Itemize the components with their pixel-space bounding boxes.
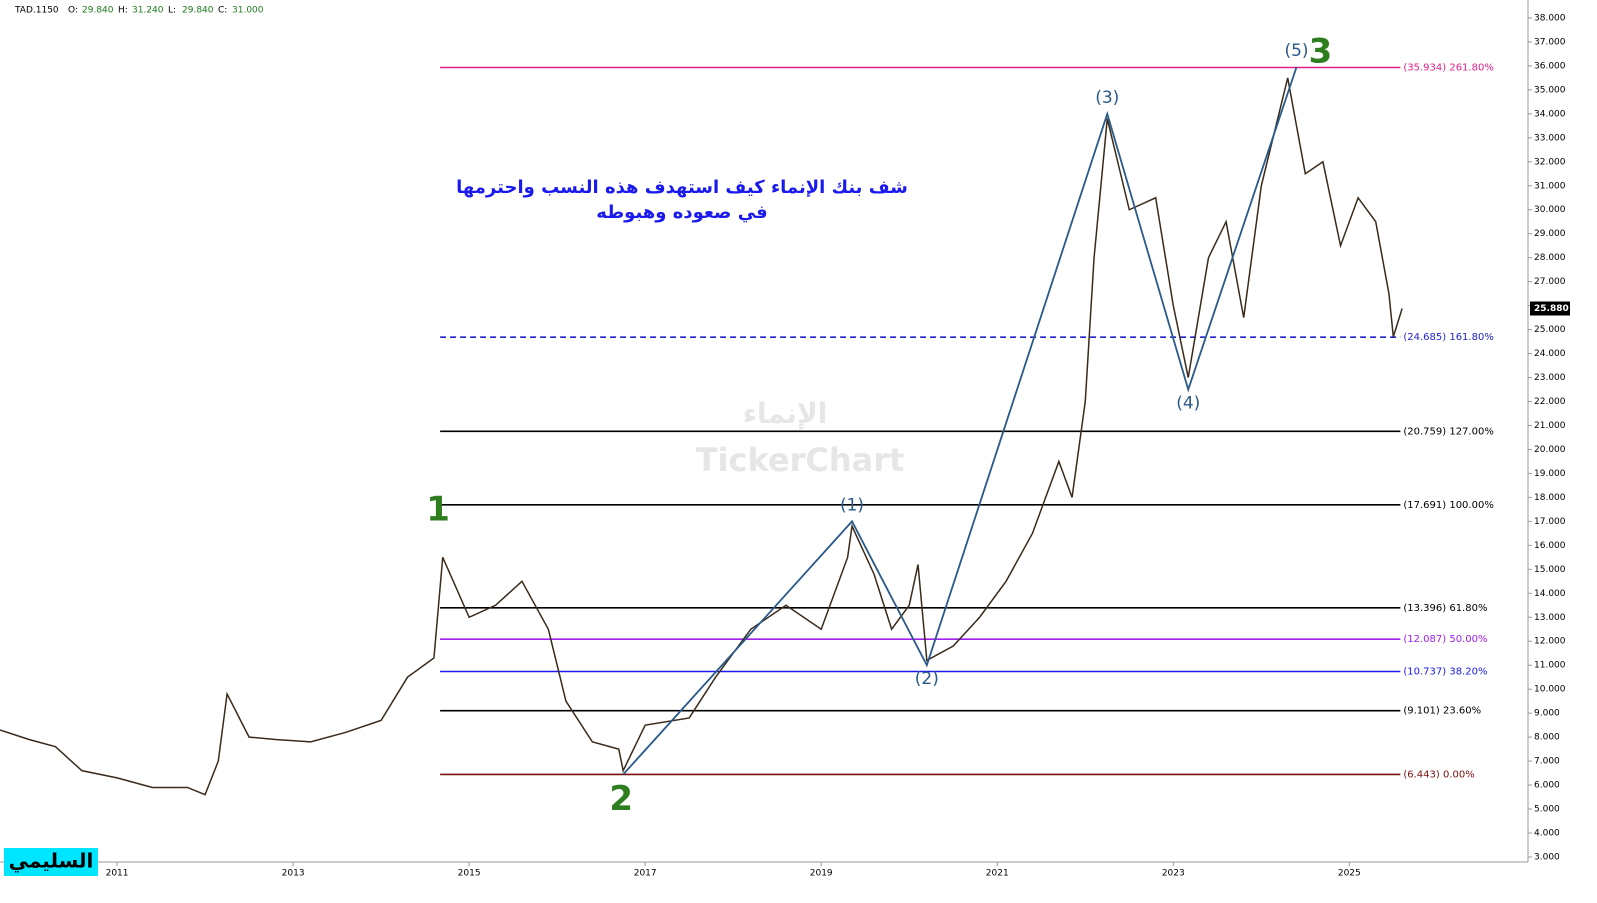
- y-tick-label: 10.000: [1534, 685, 1566, 695]
- y-tick-label: 8.000: [1534, 733, 1560, 743]
- y-tick-label: 28.000: [1534, 253, 1566, 263]
- wave-label: (3): [1095, 88, 1119, 108]
- fib-label: (6.443) 0.00%: [1403, 769, 1474, 780]
- x-tick-label: 2011: [106, 869, 129, 879]
- y-tick-label: 19.000: [1534, 469, 1566, 479]
- wave-label: (4): [1176, 394, 1200, 414]
- degree-label: 1: [426, 489, 450, 529]
- fib-label: (24.685) 161.80%: [1403, 332, 1493, 343]
- y-tick-label: 17.000: [1534, 517, 1566, 527]
- y-tick-label: 29.000: [1534, 229, 1566, 239]
- symbol: TAD.1150: [14, 6, 59, 16]
- y-tick-label: 27.000: [1534, 277, 1566, 287]
- header-field-name: O:: [68, 6, 78, 16]
- header-field-value: 29.840: [82, 6, 114, 16]
- degree-label: 3: [1309, 32, 1333, 72]
- y-tick-label: 12.000: [1534, 637, 1566, 647]
- y-tick-label: 34.000: [1534, 109, 1566, 119]
- y-tick-label: 6.000: [1534, 781, 1560, 791]
- wave-label: (1): [840, 495, 864, 515]
- header-field-name: C:: [218, 6, 227, 16]
- y-tick-label: 35.000: [1534, 85, 1566, 95]
- x-tick-label: 2025: [1338, 869, 1361, 879]
- y-tick-label: 31.000: [1534, 181, 1566, 191]
- x-tick-label: 2013: [282, 869, 305, 879]
- annotation: في صعوده وهبوطه: [596, 202, 767, 223]
- y-tick-label: 5.000: [1534, 805, 1560, 815]
- fib-label: (10.737) 38.20%: [1403, 667, 1487, 678]
- y-tick-label: 22.000: [1534, 397, 1566, 407]
- watermark: TickerChart: [696, 441, 905, 479]
- header-field-name: L:: [168, 6, 176, 16]
- y-tick-label: 25.000: [1534, 325, 1566, 335]
- fib-label: (35.934) 261.80%: [1403, 63, 1493, 74]
- price-tag-label: 25.880: [1534, 304, 1569, 314]
- author-box: [4, 848, 98, 876]
- y-tick-label: 4.000: [1534, 828, 1560, 838]
- y-tick-label: 16.000: [1534, 541, 1566, 551]
- annotation: شف بنك الإنماء كيف استهدف هذه النسب واحت…: [456, 177, 908, 198]
- y-tick-label: 13.000: [1534, 613, 1566, 623]
- header-field-value: 31.240: [132, 6, 164, 16]
- y-tick-label: 38.000: [1534, 13, 1566, 23]
- y-tick-label: 15.000: [1534, 565, 1566, 575]
- watermark: الإنماء: [743, 397, 828, 430]
- fib-label: (17.691) 100.00%: [1403, 500, 1493, 511]
- y-tick-label: 7.000: [1534, 757, 1560, 767]
- y-tick-label: 20.000: [1534, 445, 1566, 455]
- y-tick-label: 21.000: [1534, 421, 1566, 431]
- author: السليمي: [9, 849, 94, 874]
- x-tick-label: 2023: [1162, 869, 1185, 879]
- header-field-name: H:: [118, 6, 128, 16]
- y-tick-label: 30.000: [1534, 205, 1566, 215]
- y-tick-label: 33.000: [1534, 133, 1566, 143]
- y-tick-label: 9.000: [1534, 709, 1560, 719]
- y-tick-label: 11.000: [1534, 661, 1566, 671]
- y-tick-label: 32.000: [1534, 157, 1566, 167]
- wave-label: (5): [1284, 41, 1308, 61]
- wave-label: (2): [915, 669, 939, 689]
- x-tick-label: 2017: [634, 869, 657, 879]
- wave-line: [622, 66, 1298, 776]
- y-tick-label: 36.000: [1534, 61, 1566, 71]
- y-tick-label: 18.000: [1534, 493, 1566, 503]
- header-field-value: 31.000: [232, 6, 264, 16]
- x-tick-label: 2015: [458, 869, 481, 879]
- price-line: [0, 77, 1403, 796]
- y-tick-label: 24.000: [1534, 349, 1566, 359]
- fib-label: (12.087) 50.00%: [1403, 634, 1487, 645]
- fib-label: (20.759) 127.00%: [1403, 426, 1493, 437]
- y-tick-label: 14.000: [1534, 589, 1566, 599]
- y-tick-label: 37.000: [1534, 37, 1566, 47]
- y-tick-label: 3.000: [1534, 852, 1560, 862]
- degree-label: 2: [609, 779, 633, 819]
- x-tick-label: 2019: [810, 869, 833, 879]
- fib-label: (13.396) 61.80%: [1403, 603, 1487, 614]
- price-tag: [1530, 301, 1570, 316]
- fib-label: (9.101) 23.60%: [1403, 706, 1481, 717]
- header-field-value: 29.840: [182, 6, 214, 16]
- y-tick-label: 23.000: [1534, 373, 1566, 383]
- x-tick-label: 2021: [986, 869, 1009, 879]
